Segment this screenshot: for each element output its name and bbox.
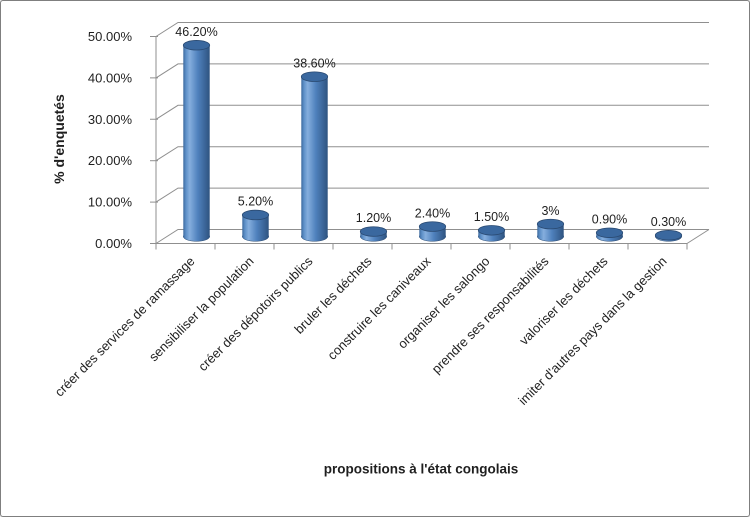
bar-cylinder xyxy=(477,225,506,242)
bar-cylinder xyxy=(536,218,565,242)
y-tick-label: 40.00% xyxy=(88,70,133,85)
x-axis-title: propositions à l'état congolais xyxy=(323,461,519,477)
y-tick-labels: 0.00% 10.00% 20.00% 30.00% 40.00% 50.00% xyxy=(88,29,133,251)
category-label: créer des dépotoirs publics xyxy=(195,253,316,374)
gridline xyxy=(155,22,709,37)
bar-cylinder xyxy=(595,227,624,242)
gridline xyxy=(155,146,709,162)
data-labels: 46.20% 5.20% 38.60% 1.20% 2.40% 1.50% 3% 0.90% 0… xyxy=(175,25,686,229)
category-label: sensibiliser la population xyxy=(146,254,257,365)
data-label: 0.30% xyxy=(651,215,686,229)
category-label: prendre ses responsabilités xyxy=(429,253,552,376)
bar-cylinder xyxy=(182,40,211,242)
gridline xyxy=(155,187,709,203)
bar-cylinder xyxy=(654,230,683,242)
bars xyxy=(182,40,683,242)
bar-top-ellipse xyxy=(654,230,683,241)
bar-top-ellipse xyxy=(359,226,388,237)
gridline xyxy=(155,63,709,79)
bar-cylinder xyxy=(359,226,388,242)
bar-top-ellipse xyxy=(418,221,447,232)
y-tick-label: 10.00% xyxy=(88,195,133,210)
data-label: 38.60% xyxy=(293,56,335,70)
y-tick-label: 0.00% xyxy=(95,236,132,251)
bar-top-ellipse xyxy=(477,225,506,236)
y-tick-label: 30.00% xyxy=(88,112,133,127)
category-label: construire les caniveaux xyxy=(324,253,434,363)
gridlines xyxy=(155,22,709,244)
bar-top-ellipse xyxy=(182,40,211,51)
gridline xyxy=(155,104,709,120)
axes xyxy=(150,36,710,250)
bar-top-ellipse xyxy=(241,209,270,221)
data-label: 1.20% xyxy=(356,211,391,225)
bar-body xyxy=(301,76,328,237)
data-label: 2.40% xyxy=(415,206,450,220)
bar-cylinder xyxy=(418,221,447,242)
bar-top-ellipse xyxy=(536,218,565,230)
bar-body xyxy=(242,214,269,237)
data-label: 1.50% xyxy=(474,210,509,224)
data-label: 5.20% xyxy=(238,195,273,209)
y-axis-title: % d'enquetés xyxy=(51,94,67,184)
bar-top-ellipse xyxy=(595,227,624,238)
floor-right-edge xyxy=(686,229,710,244)
y-tick-label: 50.00% xyxy=(88,29,133,44)
bar-top-ellipse xyxy=(300,71,329,82)
category-labels: créer des services de ramassagesensibili… xyxy=(52,253,670,408)
data-label: 46.20% xyxy=(175,25,217,39)
bar-cylinder xyxy=(241,209,270,242)
data-label: 3% xyxy=(541,204,559,218)
bar-body xyxy=(183,45,210,237)
data-label: 0.90% xyxy=(592,212,627,226)
bar-cylinder xyxy=(300,71,329,242)
y-tick-label: 20.00% xyxy=(88,153,133,168)
gridline xyxy=(155,229,709,244)
